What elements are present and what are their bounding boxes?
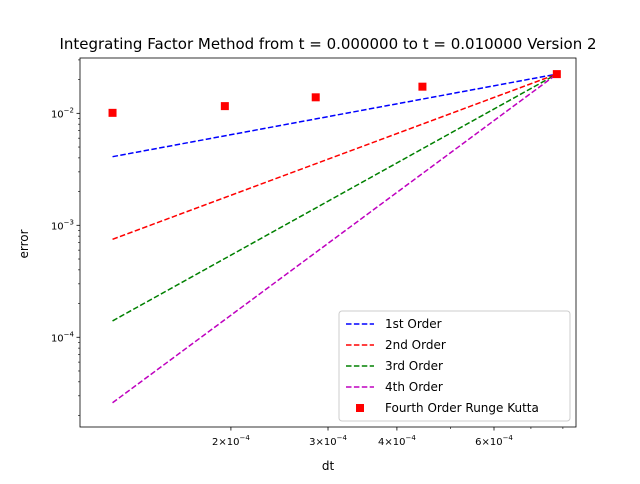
legend-label: Fourth Order Runge Kutta [385, 401, 539, 415]
legend-item: 2nd Order [346, 338, 446, 352]
series-line-4 [112, 73, 558, 404]
data-point-marker [220, 102, 229, 111]
series-line-2 [112, 73, 558, 240]
x-axis-label: dt [322, 459, 335, 473]
y-axis-ticks: 10−4 10−3 10−2 [51, 106, 80, 344]
x-tick-label: 2×10−4 [212, 434, 250, 448]
legend-label: 4th Order [385, 380, 443, 394]
data-point-marker [108, 108, 117, 117]
x-tick-label: 6×10−4 [475, 434, 513, 448]
axes-frame [79, 57, 577, 428]
legend-label: 1st Order [385, 317, 442, 331]
chart-title: Integrating Factor Method from t = 0.000… [59, 35, 596, 53]
legend-label: 3rd Order [385, 359, 443, 373]
legend-item: 1st Order [346, 317, 442, 331]
y-axis-label: error [17, 229, 31, 258]
legend-item: 3rd Order [346, 359, 443, 373]
data-point-marker [418, 82, 427, 91]
x-tick-label: 3×10−4 [309, 434, 347, 448]
series-line-1 [112, 73, 557, 158]
series-group [108, 70, 561, 404]
legend-item: Fourth Order Runge Kutta [356, 401, 539, 415]
y-tick-label: 10−3 [51, 218, 74, 232]
plot-area: 10−4 10−3 10−2 2×10−4 3×10−4 4×10−4 6×10−4 [51, 57, 577, 448]
y-tick-label: 10−2 [51, 106, 74, 120]
legend-item: 4th Order [346, 380, 443, 394]
y-tick-label: 10−4 [51, 330, 75, 344]
x-axis-ticks: 2×10−4 3×10−4 4×10−4 6×10−4 [212, 427, 513, 448]
x-tick-label: 4×10−4 [378, 434, 416, 448]
legend-label: 2nd Order [385, 338, 446, 352]
data-point-marker [311, 93, 320, 102]
series-line-3 [112, 73, 558, 322]
data-point-marker [552, 70, 561, 79]
legend-box [338, 310, 571, 422]
legend-marker-swatch [356, 404, 364, 412]
legend: 1st Order 2nd Order 3rd Order 4th Order Four… [338, 310, 571, 422]
